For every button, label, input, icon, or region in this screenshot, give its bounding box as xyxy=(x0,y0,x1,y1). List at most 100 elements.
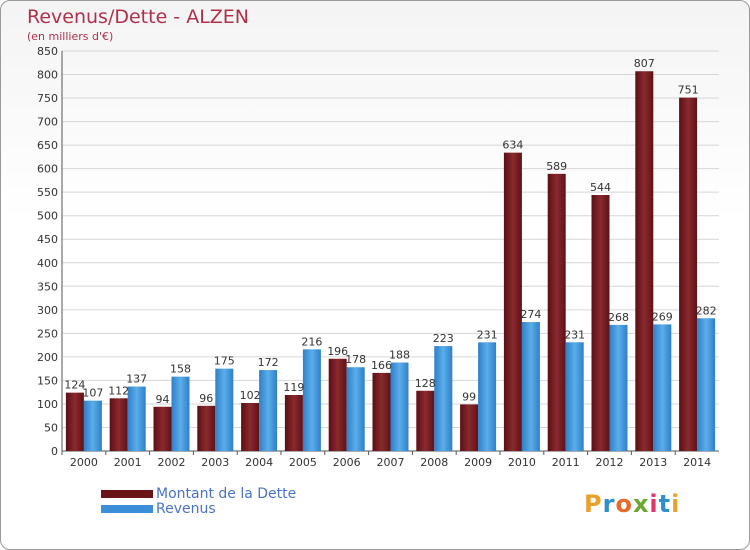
x-tick-label: 2012 xyxy=(596,456,624,469)
bar-dette xyxy=(328,358,347,451)
data-label-revenus: 137 xyxy=(126,373,147,386)
data-label-revenus: 178 xyxy=(345,353,366,366)
data-label-dette: 96 xyxy=(199,392,213,405)
data-label-dette: 196 xyxy=(327,345,348,358)
x-tick-label: 2004 xyxy=(245,456,273,469)
data-label-revenus: 175 xyxy=(214,355,235,368)
logo-letter: o xyxy=(615,490,633,518)
x-tick-label: 2002 xyxy=(158,456,186,469)
data-label-dette: 544 xyxy=(590,181,611,194)
y-tick-label: 750 xyxy=(37,92,58,105)
x-tick-label: 2010 xyxy=(508,456,536,469)
x-tick-label: 2000 xyxy=(70,456,98,469)
proxiti-logo: Proxiti xyxy=(584,490,680,518)
data-label-revenus: 188 xyxy=(389,349,410,362)
y-tick-label: 350 xyxy=(37,280,58,293)
logo-letter: i xyxy=(671,490,681,518)
y-tick-label: 700 xyxy=(37,116,58,129)
data-label-revenus: 269 xyxy=(652,310,673,323)
bar-revenus xyxy=(215,368,234,451)
x-tick-label: 2008 xyxy=(420,456,448,469)
y-tick-label: 450 xyxy=(37,233,58,246)
data-label-revenus: 282 xyxy=(696,304,717,317)
bar-revenus xyxy=(565,342,584,451)
y-tick-label: 0 xyxy=(51,445,58,458)
data-label-dette: 751 xyxy=(678,84,699,97)
bar-revenus xyxy=(83,400,102,451)
bar-dette xyxy=(503,152,522,451)
y-tick-label: 300 xyxy=(37,304,58,317)
x-tick-label: 2009 xyxy=(464,456,492,469)
data-label-revenus: 231 xyxy=(477,328,498,341)
y-tick-label: 50 xyxy=(44,421,58,434)
bar-revenus xyxy=(478,342,497,451)
data-label-dette: 166 xyxy=(371,359,392,372)
logo-letter: t xyxy=(658,490,672,518)
bar-dette xyxy=(372,372,391,451)
bar-dette xyxy=(284,395,303,451)
x-tick-label: 2003 xyxy=(201,456,229,469)
data-label-revenus: 274 xyxy=(520,308,541,321)
bar-revenus xyxy=(434,346,453,451)
bar-dette xyxy=(416,390,435,451)
x-tick-label: 2006 xyxy=(333,456,361,469)
x-tick-label: 2011 xyxy=(552,456,580,469)
y-tick-label: 850 xyxy=(37,45,58,58)
x-tick-label: 2001 xyxy=(114,456,142,469)
data-label-revenus: 268 xyxy=(608,311,629,324)
data-label-revenus: 158 xyxy=(170,363,191,376)
x-tick-label: 2005 xyxy=(289,456,317,469)
data-label-dette: 807 xyxy=(634,57,655,70)
y-tick-label: 650 xyxy=(37,139,58,152)
logo-letter: r xyxy=(602,490,616,518)
y-tick-label: 800 xyxy=(37,69,58,82)
data-label-revenus: 172 xyxy=(258,356,279,369)
bar-revenus xyxy=(259,370,278,451)
data-label-dette: 119 xyxy=(283,381,304,394)
y-tick-label: 250 xyxy=(37,327,58,340)
legend-label-dette: Montant de la Dette xyxy=(156,486,297,502)
bar-revenus xyxy=(171,376,190,451)
bar-revenus xyxy=(609,324,628,451)
y-tick-label: 200 xyxy=(37,351,58,364)
chart-subtitle: (en milliers d'€) xyxy=(27,30,114,43)
bars-layer xyxy=(65,71,716,452)
y-tick-label: 150 xyxy=(37,374,58,387)
data-label-dette: 99 xyxy=(462,390,476,403)
y-tick-label: 400 xyxy=(37,257,58,270)
data-label-revenus: 216 xyxy=(301,335,322,348)
data-label-dette: 589 xyxy=(546,160,567,173)
logo-letter: x xyxy=(632,490,650,518)
bar-dette xyxy=(460,404,479,451)
data-label-revenus: 107 xyxy=(82,387,103,400)
data-label-dette: 94 xyxy=(156,393,170,406)
bar-dette xyxy=(153,406,172,451)
data-label-dette: 634 xyxy=(502,139,523,152)
bar-dette xyxy=(109,398,128,451)
bar-dette xyxy=(241,403,260,451)
legend-swatch-revenus xyxy=(101,505,153,513)
data-label-revenus: 231 xyxy=(564,328,585,341)
y-tick-label: 550 xyxy=(37,186,58,199)
bar-revenus xyxy=(127,386,146,451)
x-tick-label: 2014 xyxy=(683,456,711,469)
bar-dette xyxy=(679,97,698,452)
data-label-dette: 112 xyxy=(108,384,129,397)
data-label-dette: 102 xyxy=(240,389,261,402)
legend-label-revenus: Revenus xyxy=(156,501,216,517)
bar-dette xyxy=(197,405,216,451)
bar-dette xyxy=(635,71,654,451)
bar-revenus xyxy=(653,324,672,451)
x-tick-label: 2007 xyxy=(377,456,405,469)
bar-revenus xyxy=(390,362,409,451)
labels-layer: 0 50 100 150 200 250 300 350 400 450 500 550 600 650 7… xyxy=(37,45,717,469)
bar-revenus xyxy=(697,318,716,451)
bar-dette xyxy=(591,195,610,451)
bar-dette xyxy=(547,173,566,451)
chart-title: Revenus/Dette - ALZEN xyxy=(27,6,250,28)
data-label-dette: 124 xyxy=(64,379,85,392)
logo-letter: P xyxy=(584,490,603,518)
logo-letter: i xyxy=(649,490,659,518)
